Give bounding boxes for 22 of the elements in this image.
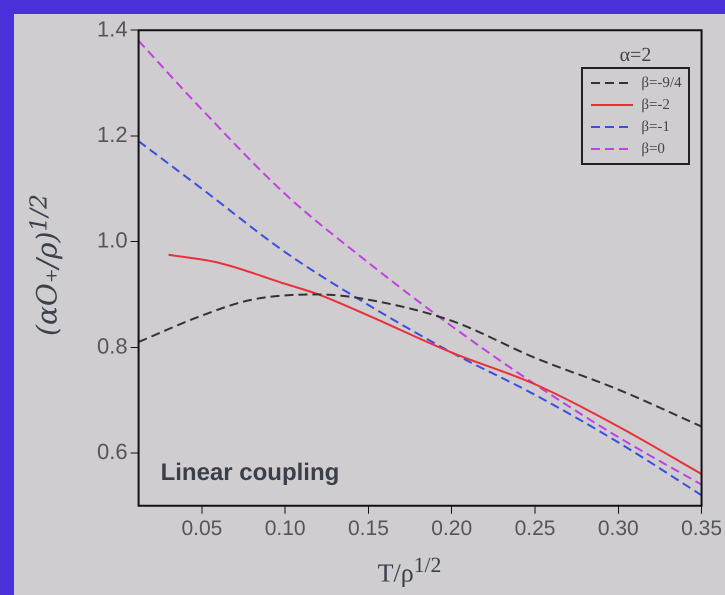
x-tick-label: 0.35	[681, 517, 722, 540]
annotation: Linear coupling	[160, 458, 340, 486]
y-tick-label: 1.0	[96, 228, 128, 253]
legend-label: β=-2	[641, 96, 670, 114]
legend-label: β=-9/4	[641, 74, 682, 92]
x-tick-label: 0.15	[348, 517, 389, 540]
line-series	[138, 293, 702, 428]
x-tick-label: 0.25	[514, 517, 556, 540]
legend-title: α=2	[618, 44, 652, 68]
x-axis-title: T/ρ$^{1/2}$	[376, 553, 442, 589]
legend-label: β=0	[641, 140, 665, 158]
y-tick-label: 0.8	[96, 333, 128, 358]
x-tick-label: 0.10	[264, 517, 306, 540]
line-series	[138, 40, 702, 486]
line-series	[138, 140, 702, 496]
x-tick-label: 0.30	[598, 517, 639, 540]
y-tick-label: 0.6	[96, 439, 128, 464]
y-tick-label: 1.2	[96, 122, 128, 147]
x-tick-label: 0.20	[431, 517, 472, 540]
y-tick-label: 1.4	[96, 16, 128, 42]
x-tick-label: 0.05	[181, 517, 222, 540]
legend-label: β=-1	[641, 118, 670, 136]
